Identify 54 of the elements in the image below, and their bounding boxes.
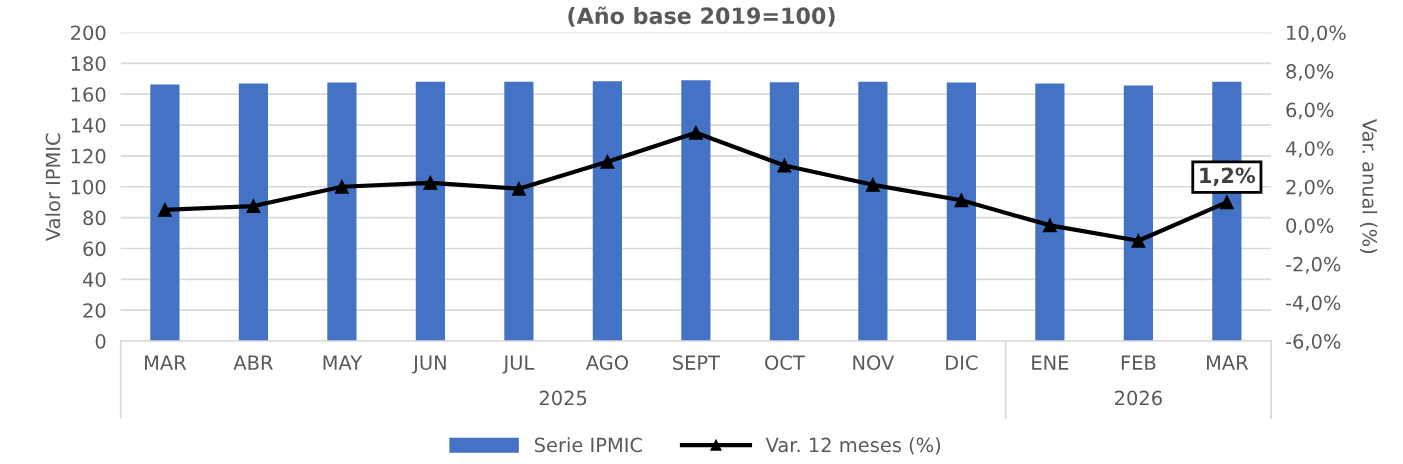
x-tick-label: OCT [765,355,805,370]
data-label: 1,2% [1200,167,1256,186]
y2-tick-label: 0,0% [1286,218,1334,235]
x-tick-label: AGO [585,355,628,370]
y2-tick-label: -4,0% [1285,295,1341,313]
y-tick-label: 120 [71,148,106,164]
point [1131,233,1146,248]
y-tick-label: 20 [83,303,106,318]
point [954,193,969,208]
y2-axis-title: Var. anual (%) [1359,118,1378,254]
point [246,199,261,213]
y-tick-label: 180 [71,56,106,71]
y-tick-label: 100 [71,179,106,195]
point [334,179,349,194]
y2-tick-label: 6,0% [1286,102,1334,120]
y-tick-label: 80 [83,210,106,226]
point [1219,195,1234,210]
point [1042,218,1057,233]
y2-tick-label: 2,0% [1286,179,1334,197]
x-tick-label: ENE [1032,355,1069,370]
legend-label: Var. 12 meses (%) [765,437,941,455]
point [777,158,792,173]
point [511,181,526,196]
y2-tick-label: 10,0% [1287,25,1346,43]
point [688,125,703,140]
x-tick-label: JUL [502,355,535,374]
x-tick-label: JUN [412,355,446,374]
text: 2025 [539,390,587,406]
x-tick-label: SEPT [673,355,721,370]
x-tick-label: MAY [323,355,363,370]
x-tick-label: FEB [1121,355,1156,370]
y-tick-label: 200 [71,25,106,41]
point [600,154,615,169]
y-tick-label: 0 [95,334,106,349]
y2-tick-label: -2,0% [1285,256,1341,274]
point [423,175,438,190]
point [865,177,880,192]
y2-tick-label: -6,0% [1285,334,1341,351]
x-tick-label: NOV [853,355,895,370]
x-tick-label: DIC [946,355,978,370]
x-tick-label: MAR [1206,355,1249,370]
y-tick-label: 160 [71,87,106,102]
y-tick-label: 140 [71,118,106,133]
y-tick-label: 40 [82,272,106,287]
legend-label: Serie IPMIC [534,437,642,453]
x-tick-label: MAR [145,355,187,370]
point [157,202,172,217]
y-axis-title: Valor IPMIC [45,133,61,241]
y-tick-label: 60 [83,241,106,257]
y2-tick-label: 8,0% [1286,64,1334,81]
x-tick-label: ABR [233,355,273,370]
text: 2026 [1115,390,1162,406]
y2-tick-label: 4,0% [1285,141,1334,158]
chart-title: (Año base 2019=100) [568,6,835,27]
